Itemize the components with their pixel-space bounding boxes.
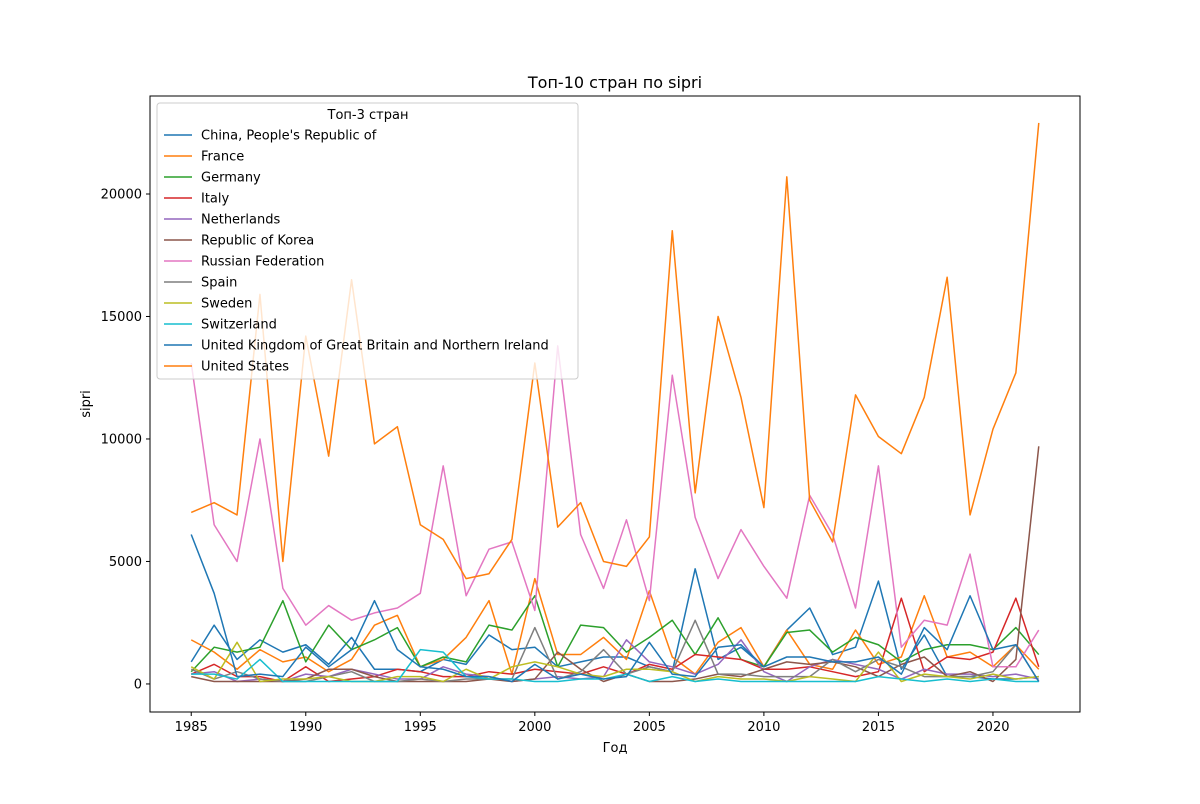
legend-label: Italy xyxy=(201,192,230,207)
x-tick-label: 2015 xyxy=(862,720,895,735)
legend-items: China, People's Republic of France Germany… xyxy=(164,129,549,375)
legend-label: Spain xyxy=(201,276,237,291)
y-axis: 0 5000 10000 15000 20000 xyxy=(101,187,150,692)
series-line-germany xyxy=(190,595,1040,673)
x-axis: 1985 1990 1995 2000 2005 2010 2015 2020 xyxy=(175,712,1010,735)
legend-label: France xyxy=(201,150,244,165)
series-line-united-kingdom-of-great-britain-and-northern-ireland xyxy=(190,534,1040,683)
series-line-sweden xyxy=(190,641,1039,683)
y-tick-label: 5000 xyxy=(109,555,142,570)
chart-title: Топ-10 стран по sipri xyxy=(527,73,702,92)
x-tick-label: 2020 xyxy=(976,720,1009,735)
legend-label: Switzerland xyxy=(201,318,277,333)
x-tick-label: 2005 xyxy=(633,720,666,735)
x-tick-label: 2010 xyxy=(747,720,780,735)
legend-title: Топ-3 стран xyxy=(327,108,409,123)
legend: Топ-3 стран China, People's Republic of F… xyxy=(156,102,579,380)
y-axis-label: sipri xyxy=(79,390,94,418)
series-line-united-states xyxy=(190,122,1040,580)
x-axis-label: Год xyxy=(603,741,628,756)
legend-label: China, People's Republic of xyxy=(201,129,377,144)
legend-label: Netherlands xyxy=(201,213,280,228)
x-tick-label: 1985 xyxy=(175,720,208,735)
legend-label: Russian Federation xyxy=(201,255,324,270)
y-tick-label: 20000 xyxy=(101,187,142,202)
series-layer xyxy=(190,122,1040,683)
legend-box xyxy=(156,102,579,380)
legend-label: Germany xyxy=(201,171,261,186)
legend-label: Republic of Korea xyxy=(201,234,314,249)
series-line-spain xyxy=(190,619,1040,683)
legend-label: United Kingdom of Great Britain and Nort… xyxy=(201,339,549,354)
legend-label: Sweden xyxy=(201,297,252,312)
legend-label: United States xyxy=(201,360,289,375)
series-line-russian-federation xyxy=(190,345,1040,668)
y-tick-label: 10000 xyxy=(101,432,142,447)
y-tick-label: 15000 xyxy=(101,310,142,325)
x-tick-label: 1990 xyxy=(289,720,322,735)
y-tick-label: 0 xyxy=(134,677,142,692)
plot-frame xyxy=(149,95,1081,713)
x-tick-label: 1995 xyxy=(404,720,437,735)
series-line-switzerland xyxy=(191,648,1039,683)
x-tick-label: 2000 xyxy=(518,720,551,735)
